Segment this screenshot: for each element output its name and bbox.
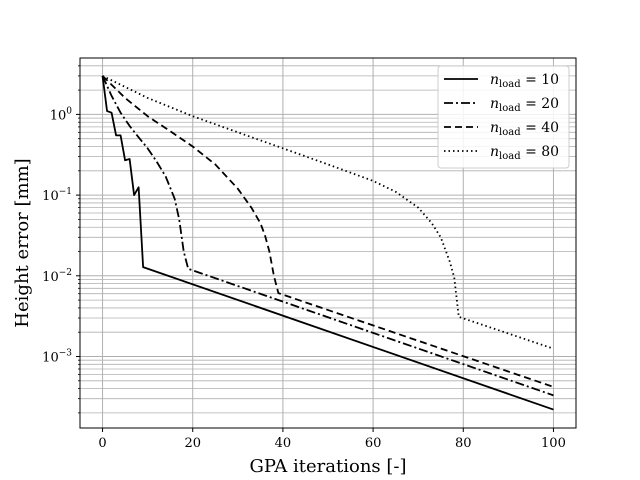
x-tick-label: 40 xyxy=(275,436,292,451)
x-tick-label: 100 xyxy=(541,436,566,451)
y-tick-label: 10−1 xyxy=(42,187,72,204)
series-line-2 xyxy=(101,75,554,397)
x-tick-label: 80 xyxy=(455,436,472,451)
y-tick-label: 10−2 xyxy=(42,268,72,285)
series-line-3 xyxy=(101,75,554,388)
plot-frame xyxy=(79,57,577,429)
axis-ticks: 10−3 10−2 10−1 100 0 20 40 60 80 100 xyxy=(42,65,566,451)
legend: nload = 10 nload = 20 nload = 40 nload = 80 xyxy=(437,65,570,169)
legend-label-3: nload = 40 xyxy=(490,120,559,138)
series-line-4 xyxy=(102,75,554,350)
legend-label-1: nload = 10 xyxy=(490,72,559,90)
legend-label-2: nload = 20 xyxy=(490,96,559,114)
legend-box xyxy=(437,65,570,169)
x-tick-label: 0 xyxy=(98,436,106,451)
x-tick-label: 20 xyxy=(184,436,201,451)
x-tick-label: 60 xyxy=(365,436,382,451)
series-line-1 xyxy=(101,75,554,411)
y-tick-label: 10−3 xyxy=(42,348,72,365)
x-axis-label: GPA iterations [-] xyxy=(249,456,406,477)
y-axis-label: Height error [mm] xyxy=(12,158,33,327)
legend-label-4: nload = 80 xyxy=(490,144,559,162)
plot-series xyxy=(101,75,554,411)
y-tick-label: 100 xyxy=(50,106,73,123)
